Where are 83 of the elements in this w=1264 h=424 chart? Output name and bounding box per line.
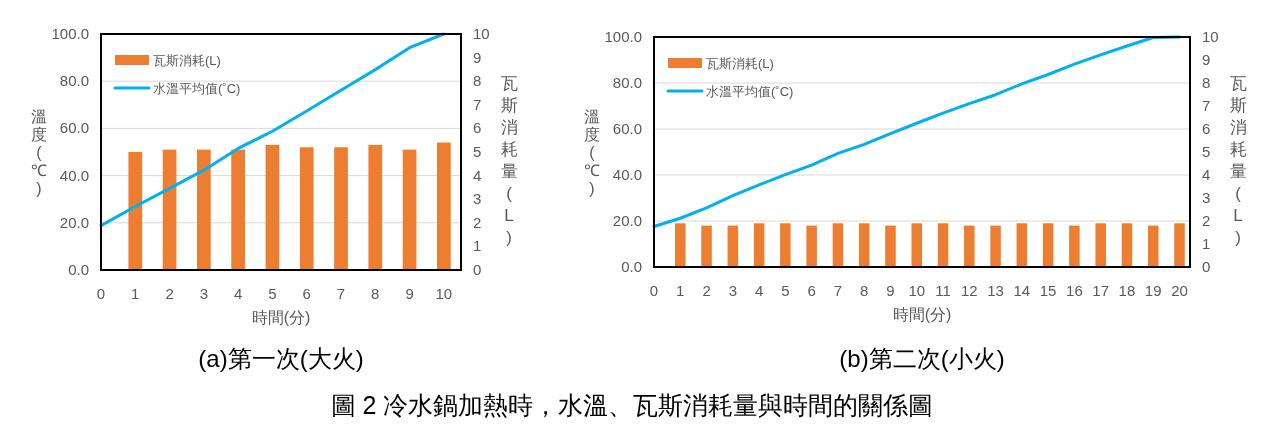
x-tick-label: 20 (1171, 282, 1188, 299)
y2-tick-label: 2 (473, 213, 482, 231)
caption: 圖 2 冷水鍋加熱時，水溫、瓦斯消耗量與時間的關係圖 (330, 391, 934, 419)
x-tick-label: 13 (987, 282, 1004, 299)
y2-tick-label: 10 (473, 25, 490, 42)
y2-axis-title: 瓦斯消耗量(L) (500, 73, 518, 247)
y2-tick-label: 6 (1202, 120, 1211, 137)
legend-label: 瓦斯消耗(L) (706, 56, 774, 71)
y2-tick-label: 10 (1202, 28, 1219, 45)
legend-item: 瓦斯消耗(L) (115, 53, 221, 68)
x-tick-label: 4 (233, 285, 243, 302)
x-tick-label: 5 (268, 285, 277, 302)
x-tick-label: 8 (860, 282, 869, 299)
x-tick-label: 10 (435, 285, 453, 302)
y2-tick-label: 1 (473, 237, 482, 255)
y-tick-label: 20.0 (612, 212, 642, 229)
y2-tick-label: 4 (473, 166, 482, 184)
y2-tick-label: 5 (473, 143, 482, 160)
legend-label: 瓦斯消耗(L) (153, 53, 221, 68)
y-tick-label: 0.0 (68, 261, 89, 278)
y2-tick-label: 8 (1202, 74, 1211, 91)
text: (a)第一次(大火) (198, 345, 364, 372)
y-tick-label: 40.0 (612, 166, 642, 183)
x-tick-label: 6 (302, 285, 311, 302)
y2-tick-label: 1 (1202, 235, 1211, 252)
y-tick-label: 40.0 (59, 166, 89, 184)
x-tick-label: 2 (702, 282, 711, 299)
y2-tick-label: 8 (473, 72, 482, 90)
x-tick-label: 4 (754, 282, 764, 299)
y-axis-title: 溫度(℃) (584, 107, 600, 197)
x-tick-label: 5 (781, 282, 790, 299)
y2-tick-label: 6 (473, 119, 482, 137)
x-axis-title: 時間(分) (251, 309, 311, 326)
x-tick-label: 3 (199, 285, 209, 302)
x-tick-label: 3 (728, 282, 737, 299)
y-tick-label: 60.0 (59, 119, 89, 137)
x-axis-title: 時間(分) (892, 306, 952, 323)
y2-tick-label: 4 (1202, 166, 1211, 183)
x-tick-label: 12 (960, 282, 978, 299)
legend-item: 瓦斯消耗(L) (668, 56, 774, 71)
y2-tick-label: 9 (1202, 51, 1211, 68)
x-tick-label: 8 (371, 285, 380, 302)
legend-label: 水溫平均值(˚C) (153, 81, 241, 96)
y2-tick-label: 5 (1202, 143, 1211, 160)
x-tick-label: 1 (676, 282, 685, 299)
legend-label: 水溫平均值(˚C) (706, 84, 794, 99)
x-tick-label: 14 (1013, 282, 1031, 299)
x-tick-label: 9 (405, 285, 414, 302)
y2-axis-title: 瓦斯消耗量(L) (1229, 73, 1247, 247)
legend-item: 水溫平均值(˚C) (113, 81, 241, 96)
x-tick-label: 0 (649, 282, 659, 299)
y2-tick-label: 7 (1202, 97, 1211, 114)
x-tick-label: 19 (1144, 282, 1162, 299)
y2-tick-label: 3 (473, 190, 482, 208)
x-tick-label: 11 (935, 282, 951, 299)
y-tick-label: 20.0 (59, 213, 89, 231)
x-tick-label: 10 (908, 282, 926, 299)
x-tick-label: 18 (1118, 282, 1136, 299)
y-tick-label: 60.0 (612, 120, 642, 137)
y2-tick-label: 0 (473, 261, 482, 278)
x-tick-label: 7 (336, 285, 346, 302)
y2-tick-label: 9 (473, 48, 482, 66)
legend-item: 水溫平均值(˚C) (666, 84, 794, 99)
y-tick-label: 100.0 (604, 28, 642, 45)
x-tick-label: 16 (1066, 282, 1083, 299)
y-tick-label: 0.0 (621, 258, 642, 275)
x-tick-label: 17 (1092, 282, 1110, 299)
y2-tick-label: 3 (1202, 189, 1211, 206)
x-tick-label: 0 (96, 285, 106, 302)
x-tick-label: 2 (165, 285, 174, 302)
y-tick-label: 100.0 (51, 25, 89, 42)
y2-tick-label: 0 (1202, 258, 1211, 275)
y-tick-label: 80.0 (59, 72, 89, 90)
x-tick-label: 15 (1039, 282, 1057, 299)
y2-tick-label: 2 (1202, 212, 1211, 229)
x-tick-label: 6 (807, 282, 816, 299)
y-axis-title: 溫度(℃) (31, 107, 47, 197)
x-tick-label: 7 (833, 282, 843, 299)
y-tick-label: 80.0 (612, 74, 642, 91)
y2-tick-label: 7 (473, 95, 482, 113)
x-tick-label: 9 (886, 282, 895, 299)
text: (b)第二次(小火) (839, 345, 1005, 372)
x-tick-label: 1 (131, 285, 140, 302)
